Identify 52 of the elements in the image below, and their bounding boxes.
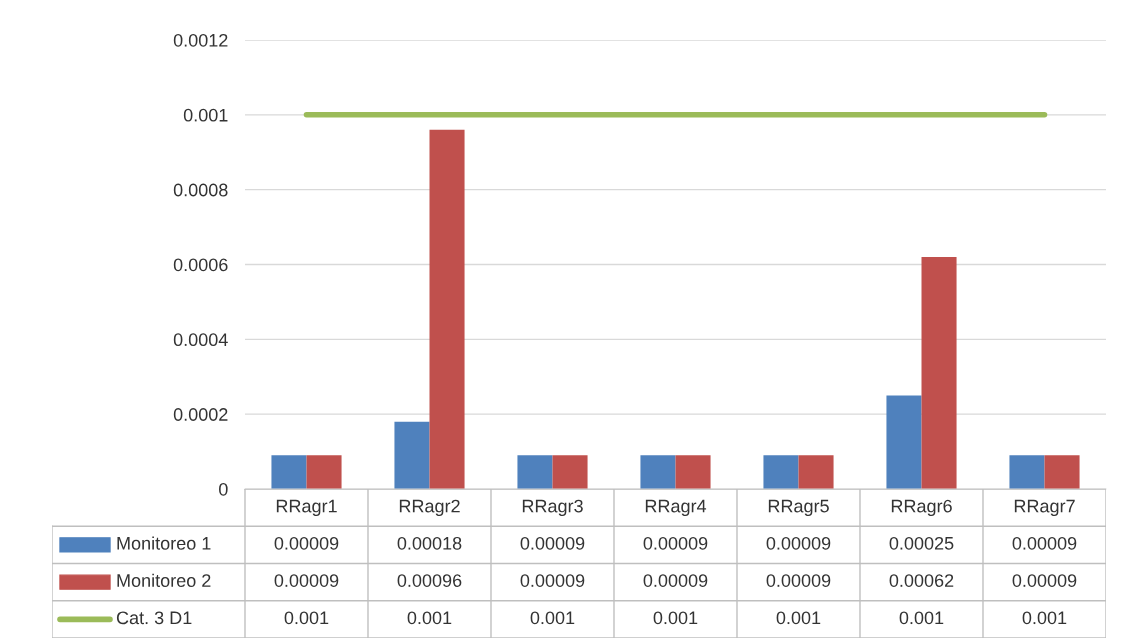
bar <box>517 455 553 489</box>
data-label: 0.00009 <box>520 574 585 587</box>
bar <box>675 455 711 489</box>
bar <box>429 129 465 489</box>
data-label: 0.001 <box>1022 611 1067 625</box>
data-label: 0.00018 <box>397 536 462 550</box>
y-tick-label: 0.001 <box>183 108 228 122</box>
bar <box>886 395 922 489</box>
x-tick-label: RRagr2 <box>399 499 460 517</box>
data-label: 0.00009 <box>274 574 339 587</box>
x-tick-label: RRagr1 <box>276 499 337 517</box>
y-tick-label: 0.0002 <box>173 408 228 421</box>
x-tick-label: RRagr6 <box>891 499 952 517</box>
y-tick-label: 0.0006 <box>173 258 228 272</box>
data-label: 0.001 <box>284 611 329 625</box>
x-tick-label: RRagr7 <box>1014 499 1075 517</box>
x-tick-label: RRagr5 <box>768 499 829 517</box>
legend-label: Cat. 3 D1 <box>116 611 192 625</box>
bar <box>921 257 957 489</box>
data-label: 0.001 <box>407 611 452 625</box>
bar <box>798 455 834 489</box>
data-label: 0.00009 <box>766 574 831 587</box>
data-label: 0.001 <box>899 611 944 625</box>
x-tick-label: RRagr4 <box>645 499 707 517</box>
data-label: 0.001 <box>653 611 698 625</box>
bar <box>306 455 342 489</box>
bar <box>1009 455 1045 489</box>
bar <box>394 421 430 489</box>
data-label: 0.00009 <box>643 574 708 587</box>
y-tick-label: 0.0004 <box>173 333 228 347</box>
x-tick-label: RRagr3 <box>522 499 583 517</box>
bar <box>640 455 676 489</box>
data-label: 0.001 <box>776 611 821 625</box>
data-label: 0.00009 <box>274 536 339 550</box>
bar <box>1044 455 1080 489</box>
data-label: 0.00025 <box>889 536 954 550</box>
data-label: 0.00096 <box>397 574 462 587</box>
data-label: 0.00062 <box>889 574 954 587</box>
y-tick-label: 0 <box>219 482 228 496</box>
data-label: 0.001 <box>530 611 575 625</box>
bar <box>763 455 799 489</box>
y-tick-label: 0.0008 <box>173 183 228 197</box>
bar <box>552 455 588 489</box>
data-label: 0.00009 <box>1012 536 1077 550</box>
y-tick-label: 0.0012 <box>173 33 228 47</box>
data-label: 0.00009 <box>643 536 708 550</box>
data-label: 0.00009 <box>766 536 831 550</box>
legend-label: Monitoreo 2 <box>117 573 211 587</box>
data-label: 0.00009 <box>1012 574 1077 587</box>
data-label: 0.00009 <box>520 536 585 550</box>
legend-label: Monitoreo 1 <box>117 536 211 550</box>
bar <box>271 455 307 489</box>
